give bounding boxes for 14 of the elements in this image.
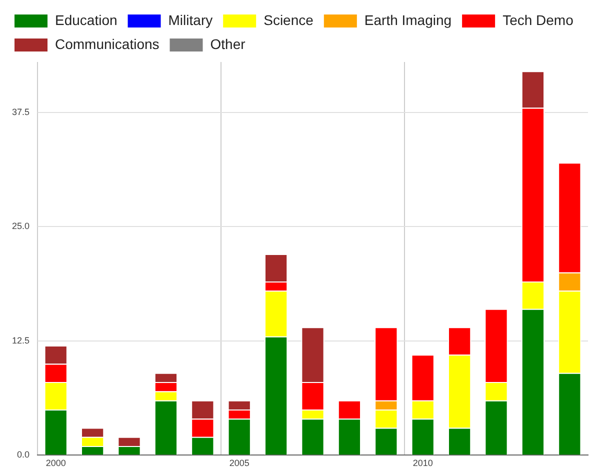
x-tick-label: 2005 [229,458,250,468]
legend-label: Other [210,36,246,52]
legend-label: Military [168,12,213,28]
y-tick-label: 12.5 [12,335,30,346]
x-tick-label: 2010 [412,458,433,468]
y-tick-label: 37.5 [12,106,30,117]
legend-label: Tech Demo [502,12,574,28]
y-tick-label: 25.0 [12,221,30,232]
legend-label: Communications [55,36,160,52]
legend-label: Science [264,12,314,28]
y-tick-label: 0.0 [17,450,30,460]
x-tick-label: 2000 [46,458,66,468]
legend-label: Education [55,12,118,28]
legend-label: Earth Imaging [364,12,452,28]
